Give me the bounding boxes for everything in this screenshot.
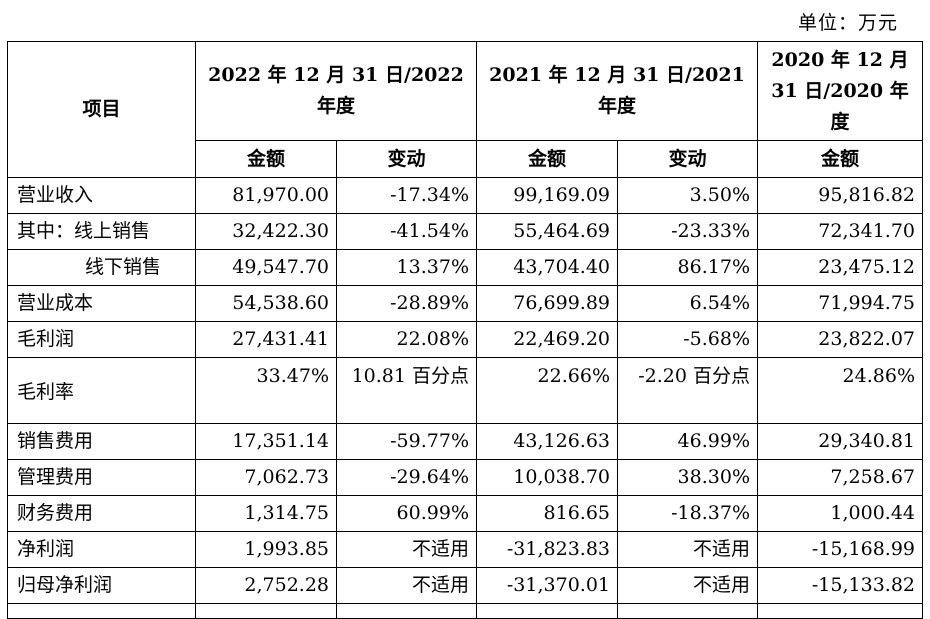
cell-change-2022: -29.64%: [336, 459, 477, 496]
empty-cell: [757, 603, 923, 619]
header-change-2022: 变动: [336, 140, 477, 178]
row-label: 销售费用: [7, 423, 196, 460]
cell-amount-2020: 24.86%: [757, 357, 923, 424]
cell-change-2022: 不适用: [336, 531, 477, 568]
cell-change-2021: 38.30%: [617, 459, 758, 496]
row-label: 毛利润: [7, 321, 196, 358]
cell-amount-2020: 29,340.81: [757, 423, 923, 460]
table-row: 其中：线上销售 32,422.30 -41.54% 55,464.69 -23.…: [7, 213, 923, 250]
header-amount-2022: 金额: [195, 140, 337, 178]
row-label: 毛利率: [7, 357, 196, 424]
cell-change-2022: -17.34%: [336, 177, 477, 214]
cell-amount-2022: 49,547.70: [195, 249, 337, 286]
row-label: 净利润: [7, 531, 196, 568]
cell-change-2021: 不适用: [617, 567, 758, 604]
table-row: 线下销售 49,547.70 13.37% 43,704.40 86.17% 2…: [7, 249, 923, 286]
row-label: 其中：线上销售: [7, 213, 196, 250]
cell-change-2021: 6.54%: [617, 285, 758, 322]
empty-cell: [617, 603, 758, 619]
cell-amount-2020: -15,168.99: [757, 531, 923, 568]
cell-amount-2020: 23,822.07: [757, 321, 923, 358]
row-label: 归母净利润: [7, 567, 196, 604]
table-row: 财务费用 1,314.75 60.99% 816.65 -18.37% 1,00…: [7, 495, 923, 532]
empty-cell: [195, 603, 337, 619]
cell-amount-2020: 95,816.82: [757, 177, 923, 214]
financial-table: 项目 2022 年 12 月 31 日/2022 年度 2021 年 12 月 …: [7, 41, 923, 619]
cell-amount-2021: 55,464.69: [476, 213, 618, 250]
row-label: 财务费用: [7, 495, 196, 532]
cell-amount-2021: 76,699.89: [476, 285, 618, 322]
cell-amount-2021: 99,169.09: [476, 177, 618, 214]
cell-amount-2021: -31,370.01: [476, 567, 618, 604]
cell-amount-2020: 23,475.12: [757, 249, 923, 286]
cell-change-2022: 22.08%: [336, 321, 477, 358]
cell-amount-2021: 22,469.20: [476, 321, 618, 358]
header-amount-2020: 金额: [757, 140, 923, 178]
cell-amount-2022: 1,314.75: [195, 495, 337, 532]
cell-amount-2021: 22.66%: [476, 357, 618, 424]
cell-change-2022: -28.89%: [336, 285, 477, 322]
table-row: 管理费用 7,062.73 -29.64% 10,038.70 38.30% 7…: [7, 459, 923, 496]
cell-amount-2022: 1,993.85: [195, 531, 337, 568]
cell-change-2022: 不适用: [336, 567, 477, 604]
table-row: 净利润 1,993.85 不适用 -31,823.83 不适用 -15,168.…: [7, 531, 923, 568]
header-row-metrics: 金额 变动 金额 变动 金额: [8, 140, 923, 178]
cell-amount-2020: 71,994.75: [757, 285, 923, 322]
cell-amount-2020: 7,258.67: [757, 459, 923, 496]
cell-amount-2021: 43,126.63: [476, 423, 618, 460]
cell-amount-2021: 43,704.40: [476, 249, 618, 286]
cell-amount-2020: -15,133.82: [757, 567, 923, 604]
row-label: 线下销售: [7, 249, 196, 286]
cell-change-2021: -5.68%: [617, 321, 758, 358]
empty-cell: [336, 603, 477, 619]
table-row: 营业成本 54,538.60 -28.89% 76,699.89 6.54% 7…: [7, 285, 923, 322]
header-period-2021: 2021 年 12 月 31 日/2021 年度: [476, 41, 758, 141]
cell-change-2022: 60.99%: [336, 495, 477, 532]
cell-change-2022: -59.77%: [336, 423, 477, 460]
cell-change-2022: 13.37%: [336, 249, 477, 286]
row-label: 营业成本: [7, 285, 196, 322]
header-row-periods: 项目 2022 年 12 月 31 日/2022 年度 2021 年 12 月 …: [7, 41, 923, 178]
unit-label: 单位：万元: [797, 12, 898, 34]
cell-change-2021: 86.17%: [617, 249, 758, 286]
cell-change-2021: -18.37%: [617, 495, 758, 532]
row-label: 管理费用: [7, 459, 196, 496]
table-row: 毛利润 27,431.41 22.08% 22,469.20 -5.68% 23…: [7, 321, 923, 358]
empty-cell: [476, 603, 618, 619]
header-item: 项目: [7, 41, 196, 178]
table-row: 销售费用 17,351.14 -59.77% 43,126.63 46.99% …: [7, 423, 923, 460]
cell-amount-2022: 27,431.41: [195, 321, 337, 358]
table-row-cut-off: [7, 603, 923, 619]
cell-amount-2020: 1,000.44: [757, 495, 923, 532]
cell-amount-2022: 17,351.14: [195, 423, 337, 460]
cell-amount-2022: 33.47%: [195, 357, 337, 424]
header-amount-2021: 金额: [476, 140, 618, 178]
cell-change-2021: -2.20 百分点: [617, 357, 758, 424]
header-change-2021: 变动: [617, 140, 758, 178]
cell-change-2021: 46.99%: [617, 423, 758, 460]
header-period-2020: 2020 年 12 月 31 日/2020 年度: [757, 41, 923, 141]
cell-amount-2022: 7,062.73: [195, 459, 337, 496]
cell-change-2022: -41.54%: [336, 213, 477, 250]
cell-amount-2022: 54,538.60: [195, 285, 337, 322]
table-row: 营业收入 81,970.00 -17.34% 99,169.09 3.50% 9…: [7, 177, 923, 214]
row-label: 营业收入: [7, 177, 196, 214]
cell-amount-2021: 816.65: [476, 495, 618, 532]
cell-amount-2022: 32,422.30: [195, 213, 337, 250]
table-row: 归母净利润 2,752.28 不适用 -31,370.01 不适用 -15,13…: [7, 567, 923, 604]
cell-amount-2022: 2,752.28: [195, 567, 337, 604]
header-period-2022: 2022 年 12 月 31 日/2022 年度: [195, 41, 477, 141]
cell-amount-2020: 72,341.70: [757, 213, 923, 250]
cell-change-2021: 不适用: [617, 531, 758, 568]
cell-amount-2021: 10,038.70: [476, 459, 618, 496]
cell-change-2021: 3.50%: [617, 177, 758, 214]
cell-amount-2022: 81,970.00: [195, 177, 337, 214]
cell-change-2021: -23.33%: [617, 213, 758, 250]
cell-amount-2021: -31,823.83: [476, 531, 618, 568]
empty-cell: [7, 603, 196, 619]
table-row: 毛利率 33.47% 10.81 百分点 22.66% -2.20 百分点 24…: [7, 357, 923, 424]
cell-change-2022: 10.81 百分点: [336, 357, 477, 424]
